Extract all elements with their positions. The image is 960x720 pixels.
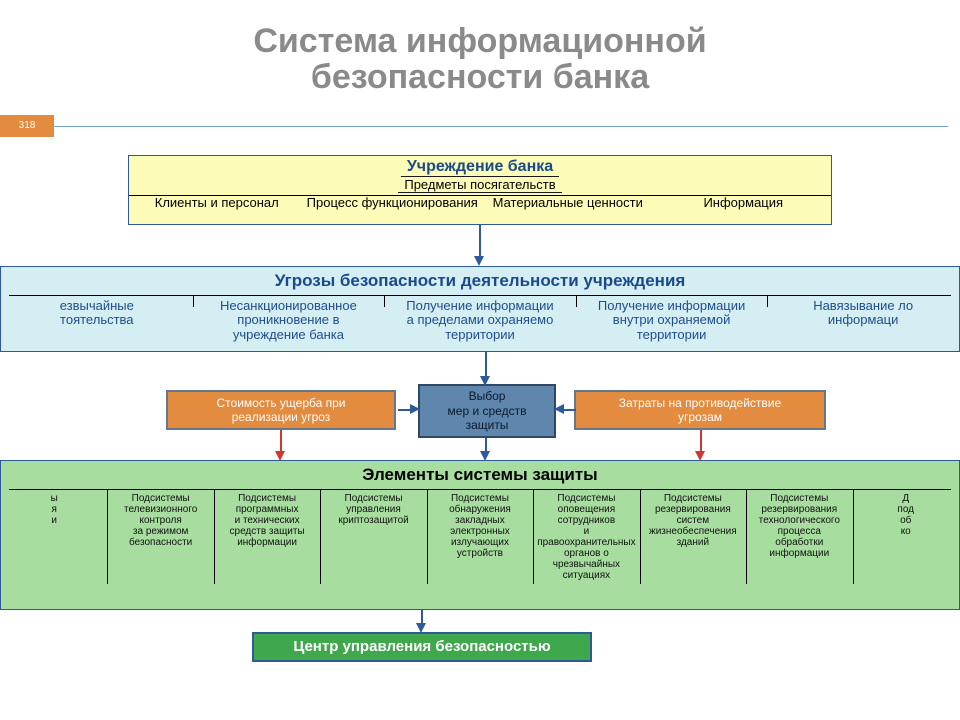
arrow-head: [275, 451, 285, 461]
arrow-head: [695, 451, 705, 461]
institution-col: Клиенты и персонал: [129, 196, 305, 211]
band-col: ыяи: [1, 489, 107, 581]
cost-of-damage-box: Стоимость ущерба приреализации угроз: [166, 390, 396, 430]
elements-title: Элементы системы защиты: [362, 465, 597, 484]
band-col: Подсистемыобнаружениязакладныхэлектронны…: [427, 489, 533, 581]
choose-measures-box: Выбормер и средствзащиты: [418, 384, 556, 438]
elements-box: Элементы системы защиты ыяиПодсистемытел…: [0, 460, 960, 610]
band-col: Дподобко: [853, 489, 959, 581]
band-col: Подсистемыоповещениясотрудниковиправоохр…: [533, 489, 639, 581]
threats-box: Угрозы безопасности деятельности учрежде…: [0, 266, 960, 352]
band-col: Подсистемырезервированиясистемжизнеобесп…: [640, 489, 746, 581]
institution-title: Учреждение банка: [401, 158, 559, 177]
threats-title: Угрозы безопасности деятельности учрежде…: [275, 271, 686, 290]
institution-columns: Клиенты и персоналПроцесс функционирован…: [129, 195, 831, 211]
arrow-head: [480, 376, 490, 386]
institution-col: Материальные ценности: [480, 196, 656, 211]
band-col: Получение информацииа пределами охраняем…: [384, 295, 576, 342]
arrow-head: [480, 451, 490, 461]
arrow-head: [410, 404, 420, 414]
countermeasure-cost-box: Затраты на противодействиеугрозам: [574, 390, 826, 430]
band-col: Навязывание лоинформаци: [767, 295, 959, 342]
threats-columns: езвычайныетоятельстваНесанкционированное…: [1, 295, 959, 342]
header-rule: [54, 126, 948, 127]
elements-columns: ыяиПодсистемытелевизионногоконтроляза ре…: [1, 489, 959, 581]
institution-col: Процесс функционирования: [305, 196, 481, 211]
title-line2: безопасности банка: [311, 58, 649, 96]
security-center-box: Центр управления безопасностью: [252, 632, 592, 662]
connector: [562, 409, 576, 411]
institution-col: Информация: [656, 196, 832, 211]
institution-box: Учреждение банка Предметы посягательств …: [128, 155, 832, 225]
title-line1: Система информационной: [253, 22, 706, 60]
band-col: Получение информациивнутри охраняемойтер…: [576, 295, 768, 342]
band-col: Подсистемыпрограммныхи техническихсредст…: [214, 489, 320, 581]
arrow-head: [474, 256, 484, 266]
band-col: Подсистемырезервированиятехнологического…: [746, 489, 852, 581]
arrow-head: [554, 404, 564, 414]
band-col: Подсистемыуправлениякриптозащитой: [320, 489, 426, 581]
band-col: Подсистемытелевизионногоконтроляза режим…: [107, 489, 213, 581]
institution-subtitle: Предметы посягательств: [398, 177, 561, 193]
arrow-head: [416, 623, 426, 633]
page-number-badge: 318: [0, 115, 54, 137]
band-col: Несанкционированноепроникновение вучрежд…: [193, 295, 385, 342]
page-title: Система информационной безопасности банк…: [0, 24, 960, 95]
band-col: езвычайныетоятельства: [1, 295, 193, 342]
connector: [479, 225, 481, 259]
